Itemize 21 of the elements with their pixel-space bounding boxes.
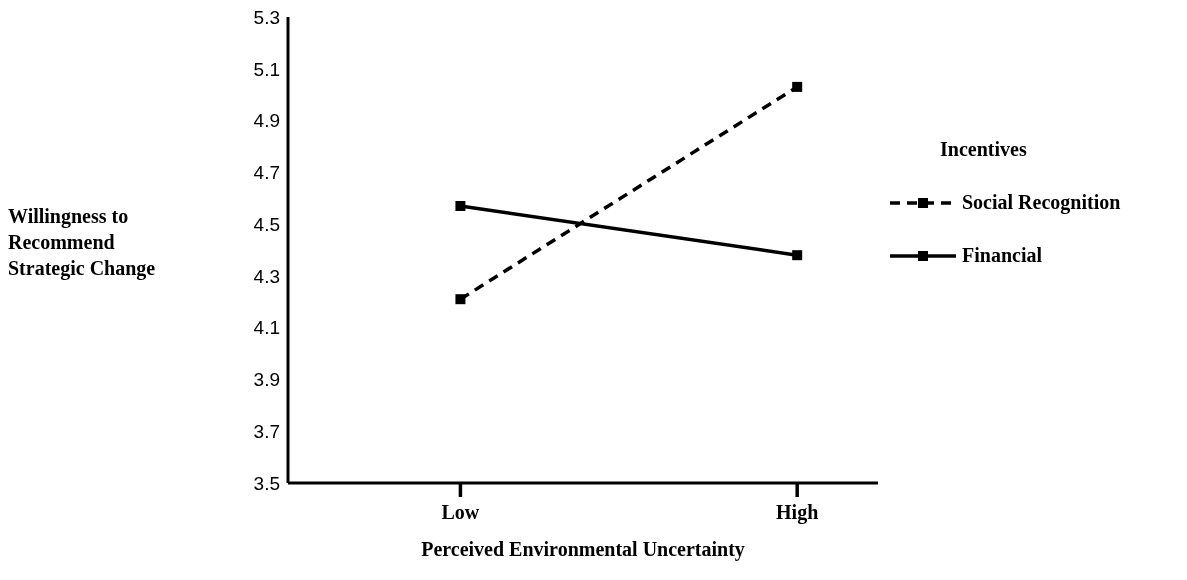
- point: [455, 294, 466, 305]
- legend-label: Social Recognition: [962, 191, 1121, 214]
- point: [792, 81, 803, 92]
- legend-title: Incentives: [940, 138, 1028, 161]
- x-tick-label: Low: [441, 501, 480, 524]
- x-axis-title: Perceived Environmental Uncertainty: [420, 538, 746, 561]
- y-tick-label: 4.3: [253, 265, 280, 287]
- y-tick-label: 3.7: [253, 420, 280, 442]
- y-tick-label: 5.3: [253, 6, 280, 28]
- legend-label: Financial: [962, 244, 1043, 267]
- point: [792, 250, 803, 261]
- y-tick-label: 4.1: [253, 317, 280, 339]
- y-tick-label: 5.1: [253, 58, 280, 80]
- y-tick-label: 4.5: [253, 213, 280, 235]
- x-tick-label: High: [776, 501, 819, 525]
- y-tick-label: 4.7: [253, 162, 280, 184]
- y-tick-label: 3.5: [253, 472, 280, 494]
- point: [455, 200, 466, 211]
- y-tick-label: 3.9: [253, 369, 280, 391]
- y-tick-label: 4.9: [253, 110, 280, 132]
- y-axis-title: Willingness to Recommend Strategic Change: [8, 204, 157, 281]
